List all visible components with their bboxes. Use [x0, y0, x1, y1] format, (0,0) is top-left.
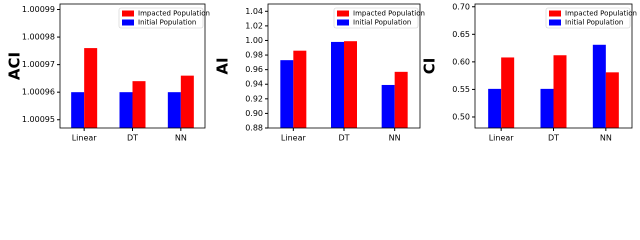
y-tick-label: 0.94 — [245, 80, 263, 89]
y-tick-label: 0.70 — [452, 2, 470, 11]
bar — [394, 71, 408, 128]
bar — [553, 55, 567, 128]
bar — [71, 92, 85, 128]
y-tick-label: 1.00097 — [22, 60, 55, 69]
legend-label: Impacted Population — [565, 10, 637, 18]
x-tick-label: Linear — [72, 134, 98, 143]
x-tick-label: Linear — [489, 134, 515, 143]
y-tick-label: 0.92 — [245, 94, 263, 103]
y-tick-label: 1.00098 — [22, 33, 55, 42]
y-tick-label: 0.98 — [245, 51, 263, 60]
y-tick-label: 1.00 — [245, 36, 263, 45]
legend-box — [333, 7, 419, 29]
y-tick-label: 0.65 — [452, 30, 470, 39]
legend-label: Impacted Population — [353, 10, 425, 18]
bar — [331, 41, 344, 128]
y-tick-label: 1.02 — [245, 21, 263, 30]
figure: ACI 1.00095 1.00096 1.00097 1.00098 1.00099 Li… — [6, 2, 637, 143]
y-axis-label: CI — [421, 58, 439, 75]
bar — [119, 92, 133, 128]
legend-swatch — [122, 10, 134, 17]
axes-frame — [267, 3, 421, 129]
y-tick-label: 1.00099 — [22, 5, 55, 14]
bar — [488, 88, 502, 128]
bar — [293, 50, 307, 128]
bar — [167, 92, 181, 128]
y-tick-label: 0.96 — [245, 65, 263, 74]
bar — [132, 81, 146, 128]
y-tick-label: 1.00095 — [22, 115, 55, 124]
legend-label: Impacted Population — [138, 10, 210, 18]
bar — [84, 48, 98, 128]
legend-box — [118, 7, 204, 29]
x-tick-label: NN — [389, 134, 401, 143]
y-axis-label: ACI — [6, 52, 24, 80]
x-tick-label: DT — [548, 134, 559, 143]
y-tick-label: 0.60 — [452, 57, 470, 66]
x-tick-label: DT — [338, 134, 349, 143]
y-tick-label: 0.88 — [245, 124, 263, 133]
x-tick-label: DT — [127, 134, 138, 143]
y-tick-label: 0.55 — [452, 85, 470, 94]
legend-label: Initial Population — [138, 19, 196, 27]
legend-swatch — [337, 10, 349, 17]
y-tick-label: 0.90 — [245, 109, 263, 118]
legend-label: Initial Population — [565, 19, 623, 27]
y-tick-label: 0.50 — [452, 112, 470, 121]
bar — [280, 60, 294, 129]
legend-swatch — [549, 19, 561, 26]
x-tick-label: NN — [175, 134, 187, 143]
y-axis-label: AI — [214, 57, 232, 74]
legend-swatch — [122, 19, 134, 26]
bar — [344, 41, 357, 129]
bar — [180, 75, 194, 128]
y-tick-label: 1.00096 — [22, 88, 55, 97]
legend-box — [545, 7, 631, 29]
bar — [540, 88, 554, 128]
legend-label: Initial Population — [353, 19, 411, 27]
x-tick-label: NN — [600, 134, 612, 143]
bar — [501, 57, 515, 128]
axes-frame — [59, 3, 206, 129]
y-tick-label: 1.04 — [245, 7, 263, 16]
bar — [592, 44, 606, 128]
axes-frame — [474, 3, 633, 129]
legend-swatch — [549, 10, 561, 17]
bar — [605, 72, 619, 128]
x-tick-label: Linear — [281, 134, 307, 143]
bar — [381, 84, 395, 128]
legend-swatch — [337, 19, 349, 26]
